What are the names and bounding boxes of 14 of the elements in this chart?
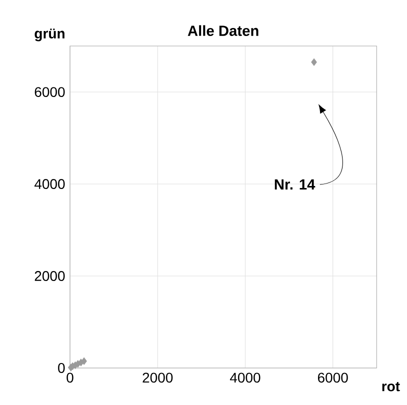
x-axis-title: rot [382,382,400,392]
x-tick-label: 6000 [318,372,348,383]
point [81,357,87,365]
chart-title: Alle Daten [188,25,258,36]
x-tick-label: 2000 [142,372,173,383]
annotation: Nr. 14 [274,179,316,190]
y-axis-title: grün [34,28,64,42]
x-tick-label: 0 [66,372,74,383]
y-tick-label: 6000 [34,87,65,97]
y-tick-label: 2000 [34,271,65,281]
x-tick-label: 4000 [230,372,260,383]
point [311,58,317,66]
y-tick-label: 0 [58,363,65,373]
y-tick-label: 4000 [34,179,65,189]
